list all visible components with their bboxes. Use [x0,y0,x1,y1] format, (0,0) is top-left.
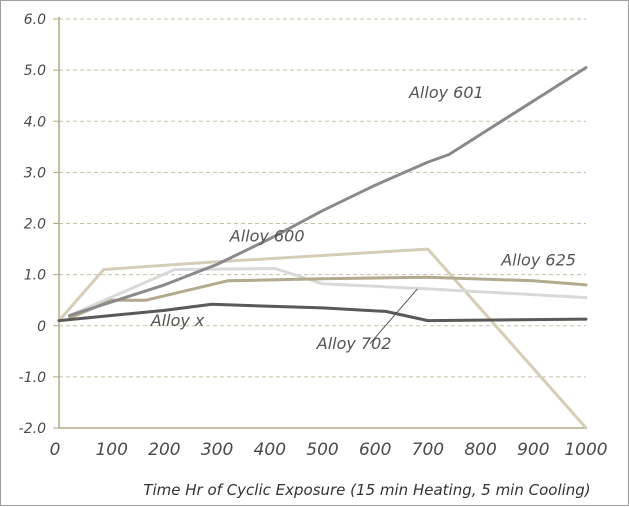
x-tick-label: 800 [464,440,496,460]
y-tick-label: -2.0 [19,421,46,437]
x-tick-label: 700 [412,440,444,460]
x-tick-label: 1000 [564,440,607,460]
y-tick-label: 0 [37,319,46,335]
x-tick-label: 0 [50,440,61,460]
x-tick-label: 900 [517,440,549,460]
x-tick-label: 100 [95,440,127,460]
series-line-alloy-600 [57,247,588,430]
series-annotation: Alloy 601 [408,83,484,102]
annotation-leader-line [369,288,418,344]
y-tick-label: 4.0 [24,114,46,130]
series-line-alloy-x [57,302,588,323]
series-line-alloy-601 [68,66,588,317]
series-annotation: Alloy 600 [229,226,305,245]
y-tick-label: 5.0 [24,63,46,79]
series-annotation: Alloy x [150,311,205,330]
y-tick-label: 2.0 [24,217,46,233]
x-tick-label: 600 [359,440,391,460]
x-tick-label: 400 [254,440,286,460]
x-axis-label: Time Hr of Cyclic Exposure (15 min Heati… [143,481,590,499]
series-annotation: Alloy 702 [316,334,392,353]
x-tick-label: 300 [201,440,233,460]
y-tick-label: 3.0 [24,165,46,181]
x-tick-label: 500 [306,440,338,460]
x-tick-label: 200 [148,440,180,460]
y-tick-label: 6.0 [24,12,46,28]
y-tick-label: 1.0 [24,268,46,284]
y-tick-label: -1.0 [19,370,46,386]
series-annotation: Alloy 625 [500,250,576,269]
series-line-alloy-702 [68,267,588,317]
